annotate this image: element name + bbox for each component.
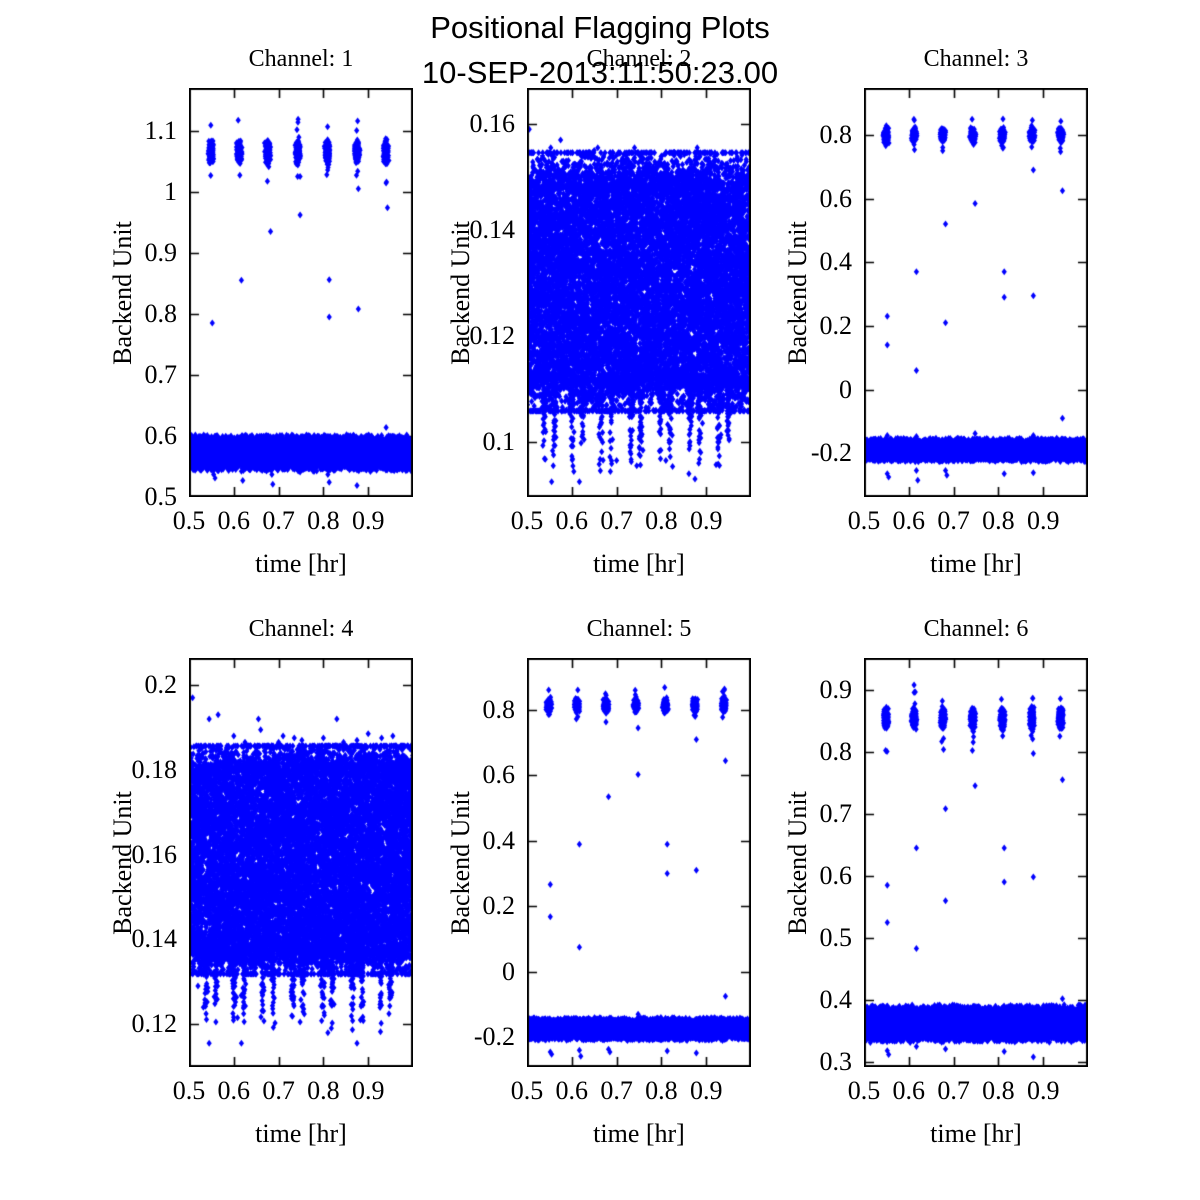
x-tick-label: 0.8 <box>307 506 340 535</box>
y-tick-label: 0.9 <box>144 237 178 267</box>
x-tick-label: 0.8 <box>307 1076 340 1105</box>
y-tick-label: 0.14 <box>131 924 178 954</box>
y-tick-label: 0.9 <box>819 674 853 704</box>
scatter-plot-canvas <box>864 658 1088 1067</box>
x-tick-label: 0.6 <box>555 1076 589 1105</box>
y-tick-label: 0.2 <box>144 670 178 700</box>
x-tick-label: 0.8 <box>645 1076 678 1105</box>
subplot-title: Channel: 3 <box>923 46 1029 72</box>
scatter-plot-canvas <box>527 88 751 497</box>
subplot-channel-1: Channel: 1 Backend Unit time [hr] 0.5 0.6… <box>108 46 413 578</box>
x-tick-label: 0.6 <box>217 506 251 535</box>
y-tick-label: 0 <box>502 956 515 986</box>
subplot-channel-5: Channel: 5 Backend Unit time [hr] 0.5 0.6… <box>446 616 751 1148</box>
subplot-channel-2: Channel: 2 Backend Unit time [hr] 0.5 0.6… <box>446 46 751 578</box>
x-tick-label: 0.7 <box>600 506 633 535</box>
figure-title: Positional Flagging Plots <box>430 10 770 45</box>
y-axis-label: Backend Unit <box>783 220 812 365</box>
y-tick-label: 0.6 <box>819 860 853 890</box>
y-tick-label: 0.7 <box>819 798 853 828</box>
y-tick-label: 0.8 <box>819 120 853 150</box>
x-tick-label: 0.8 <box>982 506 1015 535</box>
y-tick-label: 0.18 <box>131 754 178 784</box>
y-tick-label: 0.5 <box>819 922 853 952</box>
y-tick-label: 0.4 <box>819 984 853 1014</box>
y-tick-label: 0.2 <box>482 891 516 921</box>
y-tick-label: 0.8 <box>144 298 178 328</box>
y-tick-label: 0.14 <box>469 214 516 244</box>
x-axis-label: time [hr] <box>255 549 347 578</box>
y-tick-label: 0.16 <box>131 839 178 869</box>
x-tick-label: 0.7 <box>262 1076 295 1105</box>
x-tick-label: 0.9 <box>351 1076 385 1105</box>
x-tick-label: 0.7 <box>600 1076 633 1105</box>
x-tick-label: 0.7 <box>937 1076 970 1105</box>
x-tick-label: 0.8 <box>645 506 678 535</box>
x-tick-label: 0.5 <box>510 506 544 535</box>
y-tick-label: 1.1 <box>144 115 178 145</box>
subplot-title: Channel: 1 <box>248 46 354 72</box>
x-tick-label: 0.6 <box>892 506 926 535</box>
y-tick-label: 0.3 <box>819 1047 853 1077</box>
x-tick-label: 0.5 <box>172 506 206 535</box>
y-tick-label: 0.8 <box>819 736 853 766</box>
x-tick-label: 0.9 <box>1026 506 1060 535</box>
scatter-plot-canvas <box>189 658 413 1067</box>
y-tick-label: 0.12 <box>469 320 516 350</box>
y-tick-label: 0.1 <box>482 426 516 456</box>
subplot-channel-4: Channel: 4 Backend Unit time [hr] 0.5 0.6… <box>108 616 413 1148</box>
y-tick-label: 1 <box>164 176 177 206</box>
y-tick-label: 0.4 <box>482 825 516 855</box>
x-axis-label: time [hr] <box>593 549 685 578</box>
y-tick-label: 0.8 <box>482 695 516 725</box>
y-tick-label: 0 <box>839 374 852 404</box>
x-axis-label: time [hr] <box>255 1119 347 1148</box>
subplot-title: Channel: 5 <box>586 616 692 642</box>
y-tick-label: 0.5 <box>144 482 178 511</box>
scatter-plot-canvas <box>189 88 413 497</box>
y-tick-label: 0.4 <box>819 247 853 277</box>
y-tick-label: -0.2 <box>473 1022 515 1052</box>
x-axis-label: time [hr] <box>930 1119 1022 1148</box>
x-tick-label: 0.9 <box>689 1076 723 1105</box>
x-tick-label: 0.7 <box>262 506 295 535</box>
y-tick-label: 0.6 <box>482 760 516 790</box>
x-tick-label: 0.6 <box>892 1076 926 1105</box>
x-tick-label: 0.9 <box>1026 1076 1060 1105</box>
x-tick-label: 0.9 <box>689 506 723 535</box>
subplot-title: Channel: 4 <box>248 616 354 642</box>
x-tick-label: 0.6 <box>555 506 589 535</box>
subplot-channel-3: Channel: 3 Backend Unit time [hr] 0.5 0.6… <box>783 46 1088 578</box>
x-tick-label: 0.5 <box>510 1076 544 1105</box>
y-tick-label: 0.16 <box>469 109 516 139</box>
x-tick-label: 0.6 <box>217 1076 251 1105</box>
x-axis-label: time [hr] <box>593 1119 685 1148</box>
scatter-plot-canvas <box>864 88 1088 497</box>
x-tick-label: 0.9 <box>351 506 385 535</box>
scatter-plot-canvas <box>527 658 751 1067</box>
subplot-channel-6: Channel: 6 Backend Unit time [hr] 0.5 0.6… <box>783 616 1088 1148</box>
subplot-title: Channel: 2 <box>586 46 692 72</box>
y-tick-label: 0.2 <box>819 310 853 340</box>
subplot-title: Channel: 6 <box>923 616 1029 642</box>
y-tick-label: 0.6 <box>819 183 853 213</box>
y-tick-label: -0.2 <box>810 438 852 468</box>
x-tick-label: 0.5 <box>172 1076 206 1105</box>
x-axis-label: time [hr] <box>930 549 1022 578</box>
x-tick-label: 0.5 <box>847 506 881 535</box>
x-tick-label: 0.7 <box>937 506 970 535</box>
x-tick-label: 0.8 <box>982 1076 1015 1105</box>
x-tick-label: 0.5 <box>847 1076 881 1105</box>
y-tick-label: 0.7 <box>144 359 178 389</box>
y-tick-label: 0.12 <box>131 1009 178 1039</box>
y-tick-label: 0.6 <box>144 420 178 450</box>
